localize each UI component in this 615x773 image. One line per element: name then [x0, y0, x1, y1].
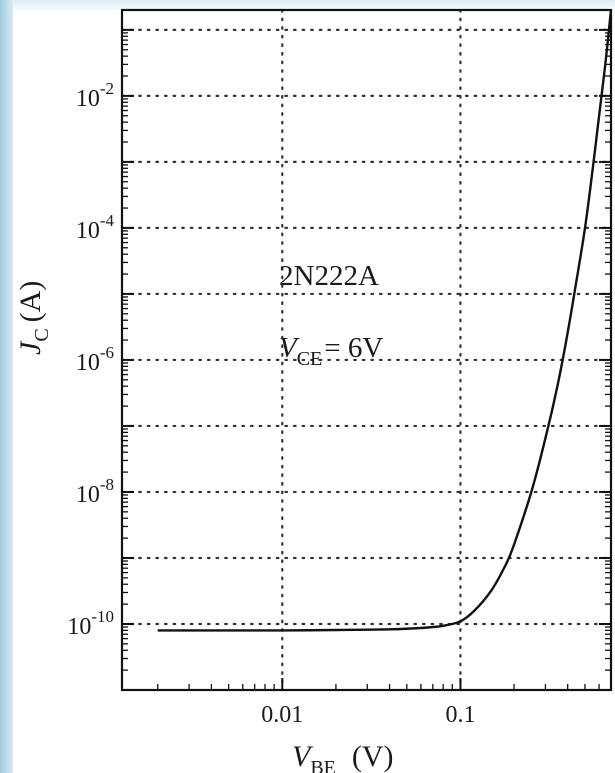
vce-annotation-sub: CE	[297, 348, 323, 370]
jc-series-line	[157, 9, 613, 632]
y-axis-title-unit: (A)	[14, 281, 47, 323]
y-axis-title: JC (A)	[14, 281, 53, 355]
page-edge-strip	[0, 0, 13, 773]
grid-layer	[120, 8, 613, 692]
series-layer	[157, 9, 613, 632]
tick-label-layer: 10-2 10-4 10-6 10-8 10-10 0.01 0.1	[67, 79, 475, 728]
vce-annotation: VCE= 6V	[279, 332, 383, 370]
vce-annotation-main: V	[279, 332, 300, 364]
x-axis-title: VBE (V)	[292, 740, 394, 773]
plot-frame	[120, 8, 613, 692]
x-tick-label: 0.1	[445, 702, 475, 728]
y-tick-label: 10-6	[76, 343, 114, 376]
x-axis-title-sub: BE	[310, 757, 336, 773]
y-axis-title-main: J	[14, 340, 47, 355]
x-axis-title-unit: (V)	[352, 740, 394, 773]
y-tick-label: 10-4	[76, 211, 115, 244]
vce-annotation-rest: = 6V	[324, 332, 383, 364]
y-tick-label: 10-8	[76, 475, 114, 508]
y-axis-title-sub: C	[31, 328, 53, 341]
page-top-strip	[13, 0, 615, 10]
x-tick-label: 0.01	[261, 702, 303, 728]
y-tick-label: 10-2	[76, 79, 114, 112]
device-annotation: 2N222A	[279, 260, 379, 292]
y-tick-label: 10-10	[67, 607, 114, 640]
x-axis-title-main: V	[292, 740, 314, 773]
